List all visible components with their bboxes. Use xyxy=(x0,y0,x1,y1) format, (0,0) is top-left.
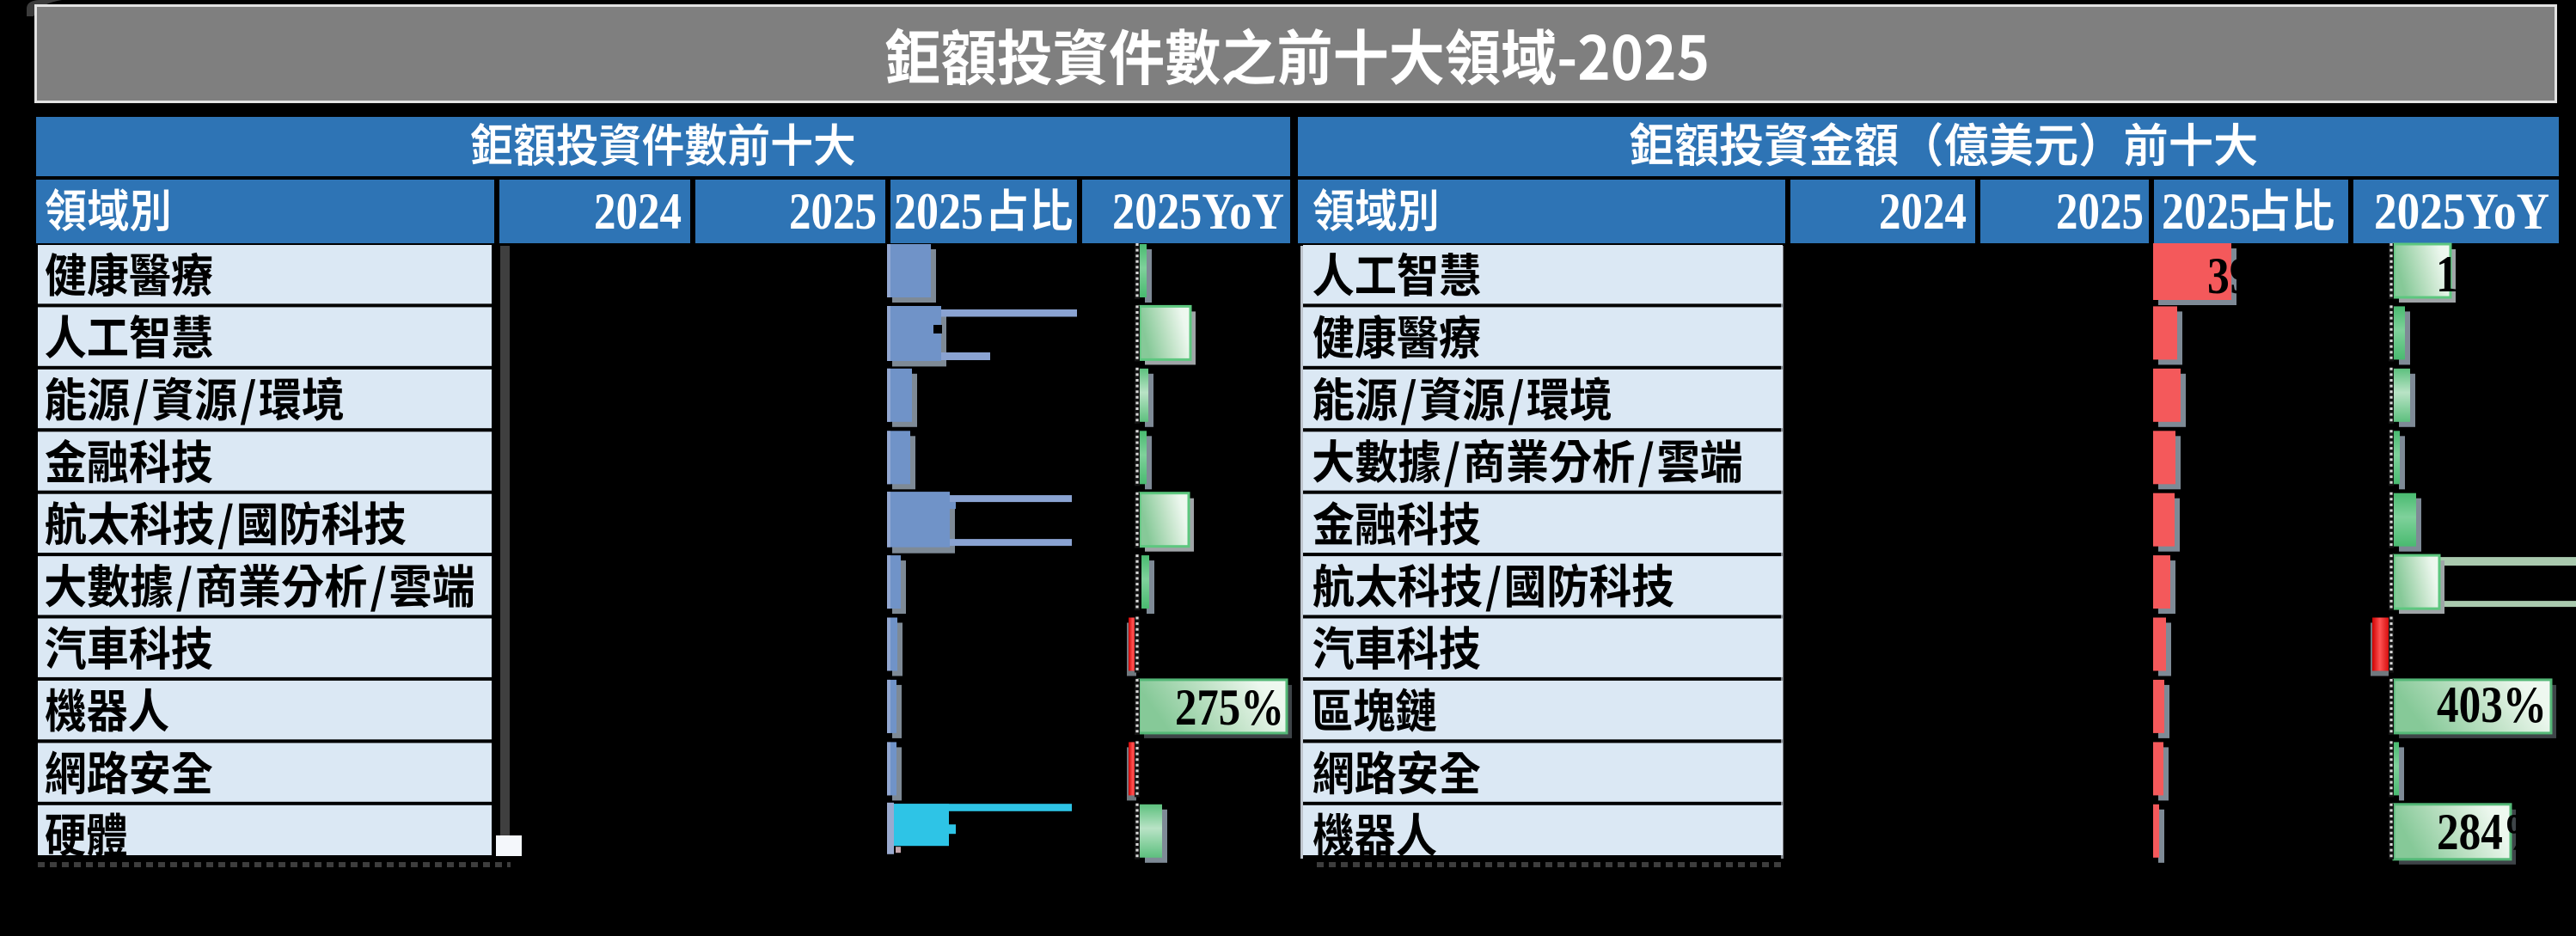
svg-text:138%: 138% xyxy=(2436,246,2546,303)
svg-text:2025: 2025 xyxy=(789,183,877,240)
svg-text:2025: 2025 xyxy=(2056,183,2144,240)
svg-text:2024: 2024 xyxy=(594,183,682,240)
svg-text:2025: 2025 xyxy=(2162,183,2251,240)
svg-text:275%: 275% xyxy=(1175,679,1284,736)
svg-text:2025YoY: 2025YoY xyxy=(1112,183,1284,240)
svg-text:2025YoY: 2025YoY xyxy=(2374,183,2549,240)
svg-text:2025: 2025 xyxy=(894,183,983,240)
svg-text:403%: 403% xyxy=(2437,676,2547,733)
svg-text:2024: 2024 xyxy=(1879,183,1967,240)
svg-text:39.6%: 39.6% xyxy=(2207,248,2329,304)
svg-text:284%: 284% xyxy=(2437,804,2547,860)
